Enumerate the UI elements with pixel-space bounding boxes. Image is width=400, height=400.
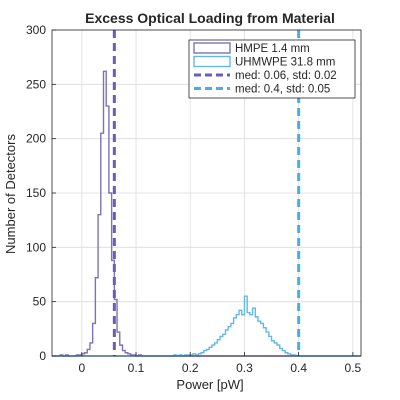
x-tick-label: 0.3 <box>236 361 253 375</box>
legend-entry-label: HMPE 1.4 mm <box>235 43 310 55</box>
x-tick-label: 0.4 <box>290 361 307 375</box>
y-tick-label: 100 <box>26 240 46 254</box>
x-tick-label: 0.2 <box>182 361 199 375</box>
x-tick-label: 0.1 <box>128 361 145 375</box>
histogram-series-line <box>52 70 361 357</box>
x-tick-label: 0.5 <box>345 361 362 375</box>
legend-swatch <box>193 55 231 68</box>
chart-title: Excess Optical Loading from Material <box>85 10 335 26</box>
x-axis-label: Power [pW] <box>176 377 243 392</box>
legend-swatch <box>193 42 231 54</box>
x-tick-label: 0 <box>78 361 85 375</box>
y-tick-label: 0 <box>39 349 46 363</box>
legend-entry-label: med: 0.4, std: 0.05 <box>235 84 330 96</box>
y-tick-label: 50 <box>33 295 47 309</box>
y-tick-label: 300 <box>26 23 46 37</box>
y-tick-label: 150 <box>26 186 46 200</box>
histogram-series-line <box>52 295 361 357</box>
axis-ticks: 0 0.1 0.2 0.3 0.4 0.5 0 50 100 150 200 250 300 <box>26 23 362 375</box>
y-tick-label: 250 <box>26 77 46 91</box>
histogram-series <box>52 70 361 357</box>
legend-entry-label: med: 0.06, std: 0.02 <box>235 70 337 82</box>
y-axis-label: Number of Detectors <box>3 134 18 254</box>
y-tick-label: 200 <box>26 132 46 146</box>
legend-entry-label: UHMWPE 31.8 mm <box>235 57 335 69</box>
